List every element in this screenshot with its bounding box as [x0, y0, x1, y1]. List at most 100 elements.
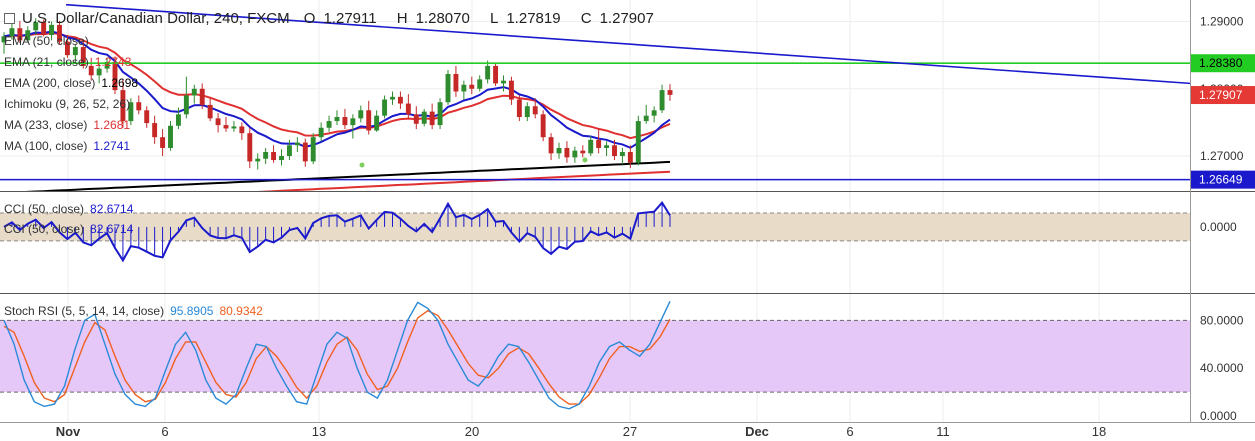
candle-body	[619, 151, 625, 157]
candle-body	[532, 106, 538, 115]
candle-body	[524, 106, 530, 118]
stoch-rsi-legend[interactable]: Stoch RSI (5, 5, 14, 14, close) 95.8905 80…	[4, 304, 263, 318]
candle-body	[271, 151, 277, 161]
price-pane	[0, 3, 1255, 191]
candle-body	[80, 47, 86, 66]
candle-body	[1, 36, 7, 43]
candle-body	[112, 61, 118, 91]
candle-body	[168, 125, 173, 148]
indicator-legend-ema21[interactable]: EMA (21, close) 1.2743	[4, 55, 132, 69]
symbol-title[interactable]: U.S. Dollar/Canadian Dollar, 240, FXCM	[22, 10, 290, 27]
candle-body	[477, 79, 483, 89]
candle-body	[191, 88, 197, 96]
ema21-line	[3, 32, 671, 140]
candle-body	[548, 137, 554, 154]
open-label: O	[303, 10, 316, 27]
cci-legend-2[interactable]: CCI (50, close) 82.6714	[4, 222, 134, 236]
indicator-legend-ma233[interactable]: MA (233, close) 1.2681	[4, 118, 131, 132]
candle-body	[247, 133, 253, 162]
stoch-band	[0, 320, 1190, 393]
cci-pane	[0, 201, 1190, 263]
support-badge	[1191, 170, 1255, 189]
time-tick-label: 6	[846, 424, 853, 439]
resistance-badge	[1191, 54, 1255, 73]
candle-body	[64, 41, 70, 56]
last-price-label: 1.27907	[1199, 88, 1243, 102]
candle-body	[41, 22, 47, 35]
indicator-legend-ma100[interactable]: MA (100, close) 1.2741	[4, 139, 131, 153]
candle-body	[223, 125, 229, 129]
candle-body	[310, 137, 316, 162]
candle-body	[342, 117, 348, 126]
ichimoku-dot	[582, 157, 588, 163]
time-axis[interactable]: Nov 6 13 20 27 Dec 6 11 18	[56, 424, 1107, 439]
close-value: 1.27907	[599, 10, 654, 27]
candle-body	[421, 111, 427, 124]
candle-body	[485, 65, 491, 80]
candle-body	[57, 24, 62, 42]
cci-legend-1[interactable]: CCI (50, close) 82.6714	[4, 202, 134, 216]
time-tick-label: 13	[312, 424, 326, 439]
chart-header: U.S. Dollar/Canadian Dollar, 240, FXCM O…	[4, 10, 670, 27]
candle-body	[88, 65, 94, 76]
stoch-k-line	[3, 301, 671, 410]
time-tick-label: Dec	[745, 424, 769, 439]
candle-body	[397, 96, 403, 104]
close-label: C	[580, 10, 592, 27]
time-tick-label: Nov	[56, 424, 81, 439]
candle-body	[350, 118, 356, 126]
candle-body	[239, 126, 245, 134]
candle-body	[508, 80, 514, 100]
ma233-line	[257, 170, 671, 191]
price-axis[interactable]: 1.270001.280001.290001.283801.266491.279…	[1191, 15, 1255, 423]
price-tick-label: 1.27000	[1200, 149, 1244, 163]
descending-trendline[interactable]	[65, 3, 1255, 104]
candle-body	[326, 121, 332, 128]
candle-body	[366, 110, 372, 131]
high-value: 1.28070	[415, 10, 470, 27]
time-tick-label: 6	[161, 424, 168, 439]
price-tick-label: 1.29000	[1200, 15, 1244, 29]
candle-body	[516, 99, 522, 118]
candle-body	[659, 90, 665, 111]
candle-body	[128, 102, 134, 122]
stoch-d-line	[3, 309, 671, 405]
cci-line	[3, 201, 671, 263]
candle-body	[255, 158, 261, 162]
candle-body	[215, 118, 221, 126]
candle-body	[72, 47, 78, 56]
collapse-legend-icon[interactable]	[4, 13, 15, 24]
candle-body	[382, 99, 388, 116]
high-label: H	[396, 10, 408, 27]
candle-body	[612, 145, 617, 157]
candle-body	[279, 156, 284, 161]
candle-body	[627, 151, 633, 163]
indicator-legend-ema200[interactable]: EMA (200, close) 1.2698	[4, 76, 139, 90]
candle-body	[564, 147, 570, 158]
cci-band	[0, 212, 1190, 241]
candle-body	[160, 137, 166, 148]
indicator-legend-ema50[interactable]: EMA (50, close)	[4, 34, 89, 48]
candle-body	[17, 28, 23, 41]
candle-body	[175, 114, 181, 126]
candle-body	[286, 145, 292, 157]
candle-body	[572, 150, 578, 158]
candle-body	[445, 73, 451, 103]
candle-body	[294, 142, 300, 146]
chart-grid	[0, 0, 1190, 422]
candle-body	[152, 123, 158, 138]
stoch-tick-label: 80.0000	[1200, 313, 1244, 327]
candle-body	[183, 95, 189, 115]
support-badge-label: 1.26649	[1199, 173, 1243, 187]
horizontal-levels[interactable]	[0, 62, 1190, 181]
stoch-tick-label: 0.0000	[1200, 409, 1237, 423]
candle-body	[199, 88, 205, 105]
candle-body	[207, 104, 213, 119]
indicator-legend-ichimoku[interactable]: Ichimoku (9, 26, 52, 26)	[4, 97, 131, 111]
trendline-group[interactable]	[65, 3, 1255, 104]
candle-body	[374, 115, 380, 131]
candle-body	[405, 103, 411, 115]
candle-body	[501, 80, 506, 84]
candle-body	[667, 90, 673, 95]
